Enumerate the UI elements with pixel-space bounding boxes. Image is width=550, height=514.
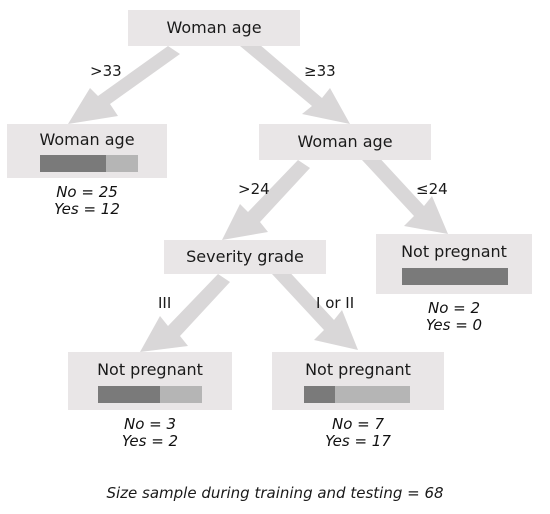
branch-mid-right: ≤24 — [416, 180, 448, 198]
node-left-no: No = 25 — [56, 183, 118, 201]
node-np-left-bar-no — [98, 386, 161, 403]
node-root: Woman age — [128, 10, 300, 46]
node-np-right: Not pregnant — [376, 234, 532, 294]
node-mid: Woman age — [259, 124, 431, 160]
node-np-left-yes: Yes = 2 — [121, 432, 179, 450]
node-np-right-bar — [402, 268, 508, 285]
branch-sev-right: I or II — [316, 294, 355, 312]
node-np-left-title: Not pregnant — [97, 360, 203, 379]
branch-mid-left: >24 — [238, 180, 270, 198]
node-np-left-counts: No = 3 Yes = 2 — [68, 416, 232, 450]
node-root-title: Woman age — [166, 18, 262, 37]
arrow-sev-npleft — [140, 274, 230, 352]
node-left-counts: No = 25 Yes = 12 — [7, 184, 167, 218]
node-np-left-no: No = 3 — [123, 415, 177, 433]
node-np-mid-title: Not pregnant — [305, 360, 411, 379]
arrow-mid-severity — [222, 160, 310, 240]
node-left: Woman age — [7, 124, 167, 178]
node-np-right-bar-no — [402, 268, 508, 285]
node-np-mid-counts: No = 7 Yes = 17 — [272, 416, 444, 450]
arrow-root-left — [68, 46, 180, 124]
node-np-mid-bar-yes — [334, 386, 410, 403]
node-np-left: Not pregnant — [68, 352, 232, 410]
arrow-root-mid — [240, 38, 350, 124]
node-left-bar-yes — [106, 155, 138, 172]
node-np-mid-bar — [304, 386, 410, 403]
tree-caption: Size sample during training and testing … — [106, 484, 444, 502]
node-np-right-no: No = 2 — [427, 299, 481, 317]
node-severity-title: Severity grade — [186, 247, 304, 266]
node-np-right-yes: Yes = 0 — [425, 316, 483, 334]
branch-root-right: ≥33 — [304, 62, 336, 80]
node-np-right-title: Not pregnant — [401, 242, 507, 261]
node-np-left-bar-yes — [160, 386, 202, 403]
node-left-title: Woman age — [39, 130, 135, 149]
branch-sev-left: III — [158, 294, 172, 312]
node-np-left-bar — [98, 386, 202, 403]
node-np-right-counts: No = 2 Yes = 0 — [376, 300, 532, 334]
node-np-mid-bar-no — [304, 386, 335, 403]
node-left-yes: Yes = 12 — [54, 200, 120, 218]
arrow-sev-npmid — [272, 266, 358, 350]
node-severity: Severity grade — [164, 240, 326, 274]
node-left-bar — [40, 155, 138, 172]
arrow-mid-npright — [362, 152, 448, 234]
node-np-mid-yes: Yes = 17 — [325, 432, 391, 450]
node-left-bar-no — [40, 155, 107, 172]
node-np-mid-no: No = 7 — [331, 415, 385, 433]
node-np-mid: Not pregnant — [272, 352, 444, 410]
branch-root-left: >33 — [90, 62, 122, 80]
node-mid-title: Woman age — [297, 132, 393, 151]
